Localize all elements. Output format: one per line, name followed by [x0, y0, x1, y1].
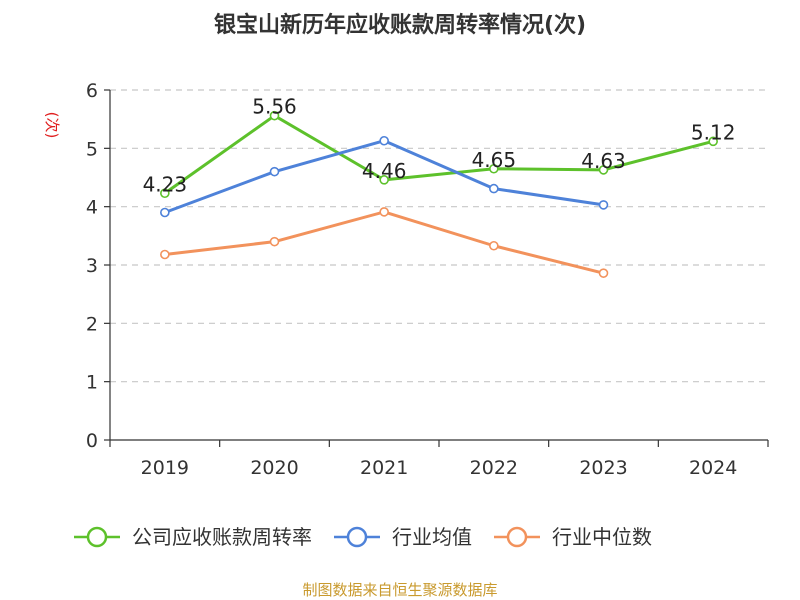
series-line — [164, 210, 604, 275]
x-tick-label: 2021 — [360, 457, 408, 479]
data-point — [269, 236, 280, 247]
legend-marker — [86, 526, 108, 548]
y-tick-label: 1 — [86, 372, 98, 394]
legend-label: 公司应收账款周转率 — [132, 525, 312, 549]
series-line — [163, 114, 714, 195]
y-tick-label: 3 — [86, 255, 98, 277]
data-label: 4.23 — [143, 172, 188, 196]
data-point — [598, 200, 609, 210]
source-note: 制图数据来自恒生聚源数据库 — [302, 581, 497, 599]
y-tick-label: 5 — [86, 138, 98, 160]
data-label: 4.46 — [362, 159, 407, 183]
y-tick-label: 4 — [86, 197, 98, 219]
data-point — [379, 175, 389, 185]
x-tick-label: 2019 — [141, 457, 189, 479]
data-label: 5.12 — [691, 120, 736, 144]
data-point — [489, 240, 499, 251]
x-tick-label: 2022 — [470, 457, 518, 479]
chart-title: 银宝山新历年应收账款周转率情况(次) — [214, 12, 586, 38]
gridlines — [110, 89, 768, 383]
y-tick-label: 6 — [86, 80, 98, 102]
legend-marker — [346, 526, 368, 548]
data-point — [379, 207, 389, 217]
data-point — [708, 136, 718, 147]
x-tick-label: 2023 — [579, 457, 627, 479]
legend-marker — [506, 526, 528, 548]
data-label: 5.56 — [252, 95, 297, 119]
data-point — [598, 268, 609, 278]
data-point — [269, 110, 280, 121]
y-axis-label: (次) — [43, 112, 61, 139]
y-tick-label: 0 — [86, 430, 98, 452]
axes: 0 1 2 3 4 5 6 2019 2020 2021 2022 2023 2024 — [86, 80, 769, 479]
series-group — [160, 110, 718, 278]
data-label: 4.65 — [472, 148, 517, 172]
x-tick-label: 2020 — [250, 457, 298, 479]
data-point — [598, 165, 609, 175]
data-point — [160, 249, 170, 260]
legend-label: 行业均值 — [392, 525, 472, 549]
data-point — [489, 183, 499, 194]
data-point — [379, 135, 389, 146]
y-tick-label: 2 — [86, 313, 98, 335]
x-tick-label: 2024 — [689, 457, 737, 479]
data-point — [160, 207, 170, 218]
data-point — [269, 166, 280, 177]
data-labels: 4.23 5.56 4.46 4.65 4.63 5.12 — [143, 95, 736, 197]
data-point — [489, 163, 499, 174]
legend-label: 行业中位数 — [552, 525, 652, 549]
data-label: 4.63 — [581, 149, 626, 173]
legend: 公司应收账款周转率 行业均值 行业中位数 — [74, 525, 652, 549]
data-point — [160, 188, 170, 199]
